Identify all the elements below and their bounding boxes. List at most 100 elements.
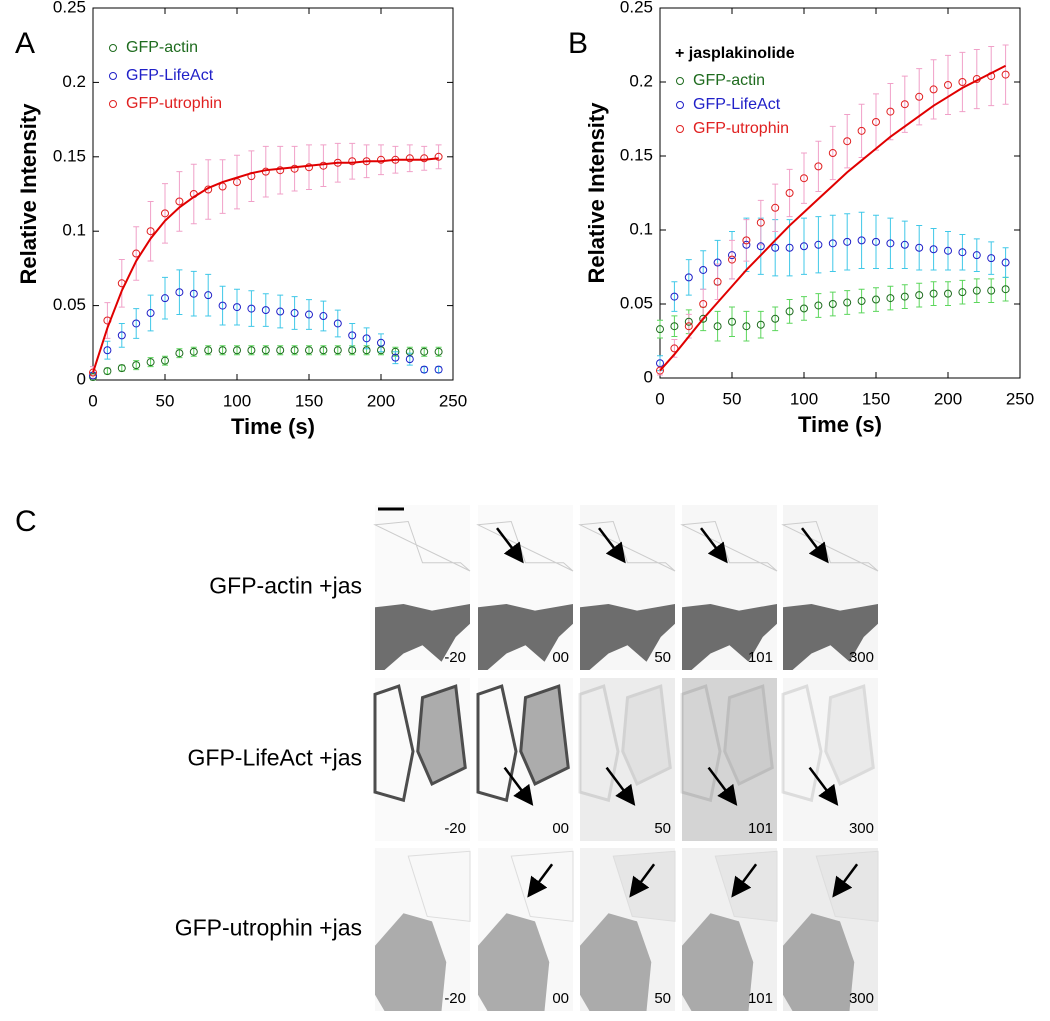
- error-bar: [844, 290, 851, 315]
- data-point: [161, 209, 169, 218]
- cell-edge: [578, 520, 676, 572]
- error-bar: [190, 346, 197, 357]
- error-bar: [248, 345, 255, 356]
- arrow: [832, 863, 859, 898]
- micrograph: [476, 678, 573, 841]
- data-point: [276, 166, 285, 175]
- data-point: [434, 152, 443, 161]
- data-point: [132, 319, 141, 328]
- data-point: [872, 295, 880, 304]
- micrograph: [682, 848, 778, 1011]
- cell: [375, 604, 470, 670]
- data-point: [420, 154, 429, 163]
- error-bar: [757, 199, 764, 246]
- timepoint-label: 50: [654, 990, 671, 1007]
- timepoint-label: 101: [748, 820, 773, 837]
- arrow: [605, 766, 636, 806]
- micrograph: [578, 678, 675, 841]
- error-bar: [435, 366, 442, 374]
- error-bar: [988, 278, 995, 304]
- arrow: [808, 766, 839, 806]
- micrograph: [478, 848, 574, 1011]
- error-bar: [118, 364, 125, 372]
- data-point: [756, 242, 765, 251]
- error-bar: [435, 346, 442, 357]
- error-bar: [262, 345, 269, 356]
- error-bar: [858, 211, 865, 269]
- error-bar: [945, 54, 951, 116]
- error-bar: [887, 217, 894, 269]
- error-bar: [176, 269, 183, 316]
- error-bar: [118, 258, 125, 308]
- error-bar: [205, 159, 212, 220]
- error-bar: [147, 200, 154, 262]
- error-bar: [901, 75, 908, 133]
- cell-edge: [680, 520, 778, 572]
- data-point: [684, 322, 693, 331]
- data-point: [900, 292, 909, 301]
- error-bar: [671, 315, 678, 338]
- cell: [580, 913, 652, 1011]
- error-bar: [378, 333, 384, 353]
- error-bar: [873, 214, 879, 269]
- data-point: [886, 239, 895, 248]
- data-point: [175, 349, 184, 358]
- micrograph: [680, 678, 777, 841]
- x-axis-label: Time (s): [798, 412, 882, 437]
- error-bar: [262, 145, 269, 198]
- x-tick-label: 250: [1006, 389, 1034, 408]
- error-bar: [858, 288, 865, 314]
- error-bar: [277, 294, 284, 329]
- plot-frame: [92, 7, 454, 381]
- micrograph: [578, 505, 676, 670]
- micrograph: [783, 848, 879, 1011]
- error-bar: [801, 152, 807, 204]
- error-bar: [320, 300, 327, 332]
- error-bar: [844, 114, 851, 169]
- data-point: [843, 237, 852, 246]
- cell: [375, 913, 447, 1011]
- arrow: [707, 766, 738, 806]
- arrow: [700, 527, 728, 564]
- error-bar: [959, 233, 966, 271]
- cell: [783, 913, 855, 1011]
- x-axis-label: Time (s): [231, 414, 315, 439]
- data-point: [161, 356, 169, 365]
- data-point: [958, 248, 967, 257]
- error-bar: [248, 290, 255, 327]
- error-bar: [873, 93, 879, 151]
- data-point: [742, 322, 751, 331]
- data-point: [987, 286, 996, 295]
- arrow: [731, 863, 758, 898]
- data-point: [728, 255, 736, 264]
- legend-marker: [109, 44, 117, 52]
- error-bar: [435, 144, 442, 170]
- error-bar: [133, 308, 140, 339]
- error-bar: [162, 276, 168, 320]
- arrow: [801, 527, 829, 564]
- legend-label: GFP-LifeAct: [126, 67, 214, 84]
- data-point: [362, 346, 371, 355]
- data-point: [699, 300, 708, 308]
- data-point: [756, 218, 765, 227]
- timepoint-label: 101: [748, 990, 773, 1007]
- error-bar: [685, 259, 692, 296]
- data-point: [728, 251, 736, 260]
- data-point: [276, 346, 285, 355]
- data-point: [305, 346, 313, 355]
- cell: [373, 684, 415, 803]
- data-point: [670, 344, 679, 353]
- error-bar: [219, 159, 226, 214]
- error-bar: [147, 294, 154, 332]
- micrograph: [781, 678, 878, 841]
- data-point: [146, 358, 155, 367]
- error-bar: [104, 367, 111, 375]
- error-bar: [133, 226, 140, 281]
- data-point: [405, 355, 414, 364]
- data-point: [814, 162, 823, 171]
- data-point: [828, 239, 837, 248]
- row-label: GFP-utrophin +jas: [175, 915, 362, 941]
- image-bg: [783, 678, 878, 841]
- data-point: [656, 366, 664, 375]
